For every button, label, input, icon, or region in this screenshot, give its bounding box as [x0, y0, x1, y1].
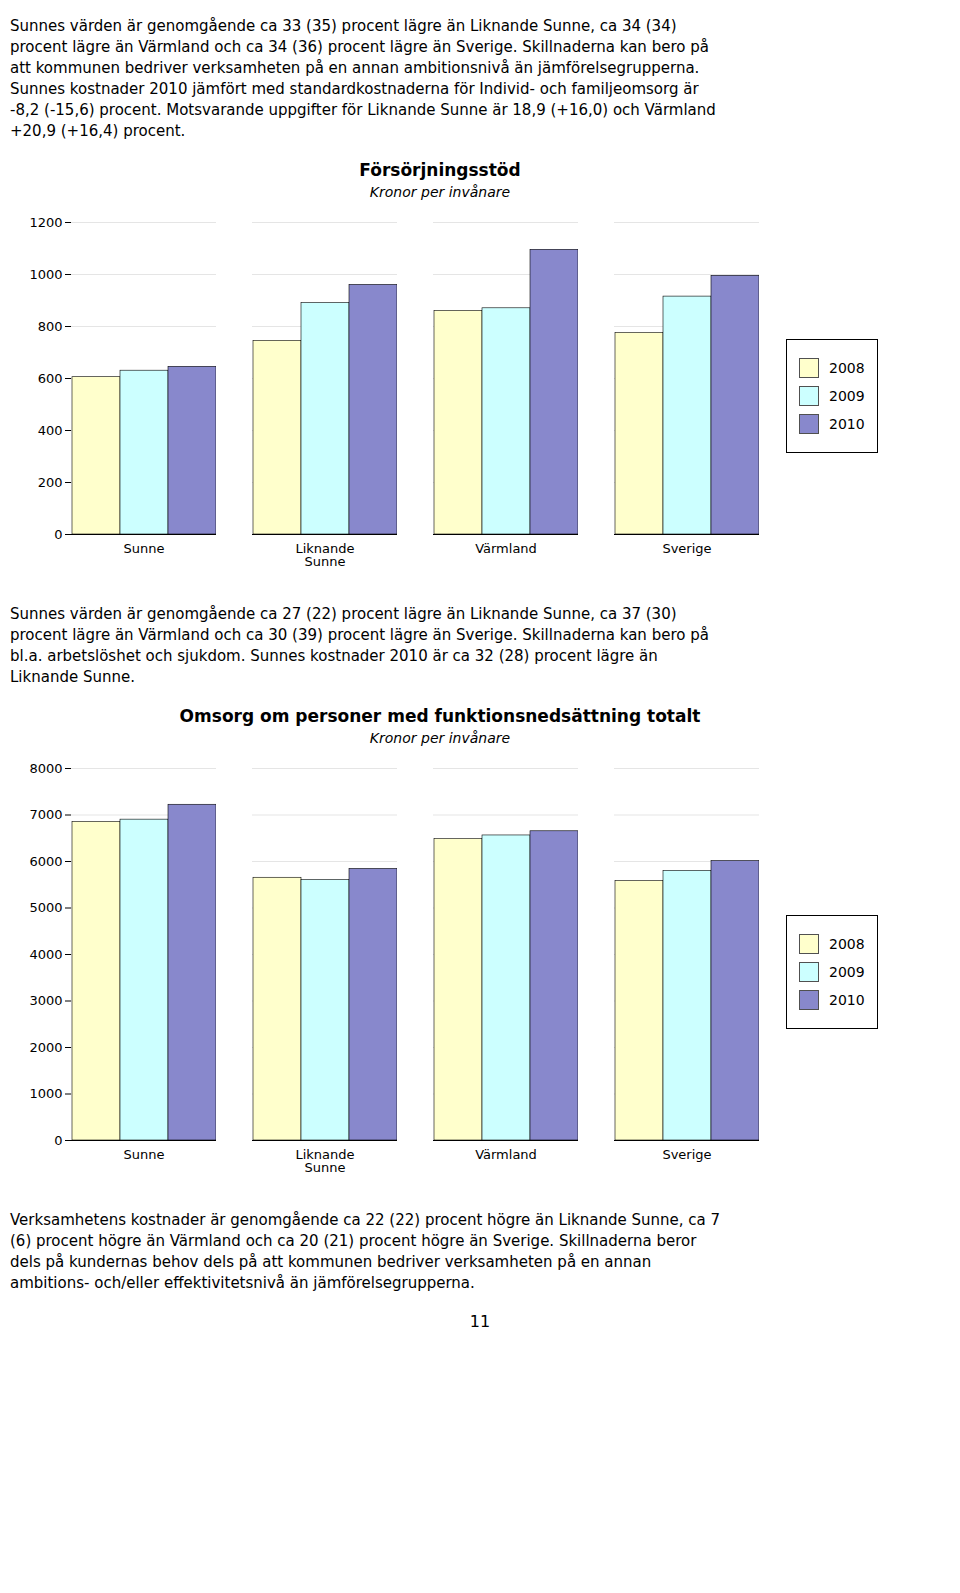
svg-text:6000: 6000 [29, 854, 62, 869]
svg-text:400: 400 [38, 423, 63, 438]
html-text:procent lägre än Värmland och: procent lägre än Värmland och ca 34 (36)… [10, 38, 709, 56]
svg-text:Värmland: Värmland [475, 1147, 537, 1162]
html-text:2008: 2008 [829, 936, 865, 952]
html-text:Kronor per invånare: Kronor per invånare [369, 184, 511, 200]
html-text:2010: 2010 [829, 416, 865, 432]
svg-text:0: 0 [54, 1133, 62, 1148]
html-text:Omsorg om personer med funktio: Omsorg om personer med funktionsnedsättn… [179, 706, 701, 726]
html-text:Liknande Sunne.: Liknande Sunne. [10, 668, 135, 686]
svg-text:Sunne: Sunne [124, 541, 165, 556]
html-text:att kommunen bedriver verksamh: att kommunen bedriver verksamheten på en… [10, 59, 700, 77]
svg-text:LiknandeSunne: LiknandeSunne [295, 1147, 354, 1175]
svg-text:8000: 8000 [29, 761, 62, 776]
svg-text:7000: 7000 [29, 807, 62, 822]
html-text:Sunnes kostnader 2010 jämfört: Sunnes kostnader 2010 jämfört med standa… [10, 80, 699, 98]
svg-text:4000: 4000 [29, 947, 62, 962]
html-text:11: 11 [469, 1312, 491, 1331]
html-text:-8,2 (-15,6) procent. Motsvara: -8,2 (-15,6) procent. Motsvarande uppgif… [10, 101, 716, 119]
html-text:2010: 2010 [829, 992, 865, 1008]
svg-text:LiknandeSunne: LiknandeSunne [295, 541, 354, 569]
svg-text:Sverige: Sverige [662, 1147, 711, 1162]
svg-text:3000: 3000 [29, 993, 62, 1008]
svg-text:200: 200 [38, 475, 63, 490]
svg-text:Sverige: Sverige [662, 541, 711, 556]
svg-text:5000: 5000 [29, 900, 62, 915]
html-text:Kronor per invånare: Kronor per invånare [369, 730, 511, 746]
svg-text:Värmland: Värmland [475, 541, 537, 556]
svg-text:1000: 1000 [29, 267, 62, 282]
html-text:+20,9 (+16,4) procent.: +20,9 (+16,4) procent. [10, 122, 186, 140]
svg-text:1000: 1000 [29, 1086, 62, 1101]
html-text:dels på kundernas behov dels p: dels på kundernas behov dels på att komm… [10, 1253, 652, 1271]
html-text:Verksamhetens kostnader är gen: Verksamhetens kostnader är genomgående c… [10, 1211, 721, 1229]
svg-text:1200: 1200 [29, 215, 62, 230]
html-text:Sunnes värden är genomgående c: Sunnes värden är genomgående ca 27 (22) … [10, 605, 677, 623]
html-text:Försörjningsstöd: Försörjningsstöd [359, 160, 521, 180]
html-text:bl.a. arbetslöshet och sjukdom: bl.a. arbetslöshet och sjukdom. Sunnes k… [10, 647, 658, 665]
html-text:2008: 2008 [829, 360, 865, 376]
html-text:2009: 2009 [829, 964, 865, 980]
svg-text:800: 800 [38, 319, 63, 334]
html-text:(6) procent högre än Värmland: (6) procent högre än Värmland och ca 20 … [10, 1232, 697, 1250]
svg-text:2000: 2000 [29, 1040, 62, 1055]
html-text:Sunnes värden är genomgående c: Sunnes värden är genomgående ca 33 (35) … [10, 17, 677, 35]
svg-text:0: 0 [54, 527, 62, 542]
html-text:ambitions- och/eller effektivi: ambitions- och/eller effektivitetsnivå ä… [10, 1274, 475, 1292]
html-text:procent lägre än Värmland och: procent lägre än Värmland och ca 30 (39)… [10, 626, 709, 644]
svg-text:Sunne: Sunne [124, 1147, 165, 1162]
html-text:2009: 2009 [829, 388, 865, 404]
svg-text:600: 600 [38, 371, 63, 386]
